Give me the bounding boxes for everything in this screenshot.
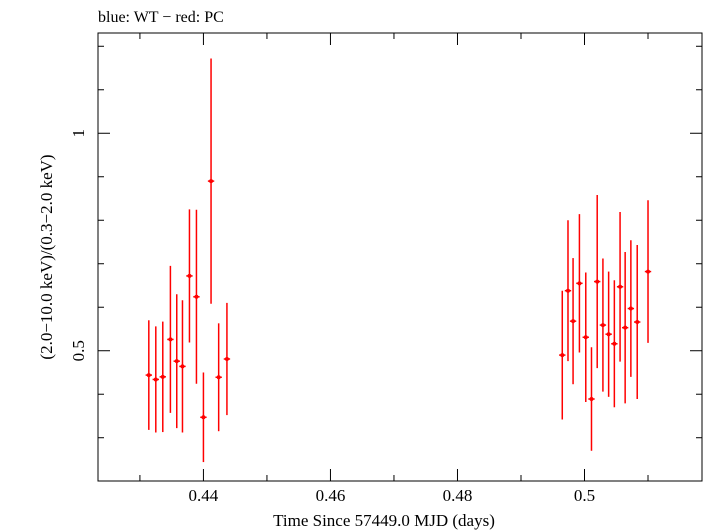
point-marker <box>180 364 185 369</box>
axis-tick-labels: 0.44 0.46 0.48 0.5 0.5 1 <box>69 129 595 505</box>
data-point <box>644 200 652 343</box>
point-marker <box>612 341 617 346</box>
point-marker <box>571 319 576 324</box>
point-marker <box>194 294 199 299</box>
point-marker <box>201 415 206 420</box>
data-point <box>193 209 200 384</box>
x-tick-label: 0.48 <box>443 486 473 505</box>
chart-title: blue: WT − red: PC <box>98 9 224 26</box>
axis-ticks <box>98 33 702 481</box>
y-tick-label: 1 <box>69 129 88 138</box>
point-marker <box>209 179 214 184</box>
point-marker <box>174 359 179 364</box>
data-point <box>594 195 601 369</box>
point-marker <box>635 320 640 325</box>
data-point <box>599 258 607 392</box>
data-point <box>576 214 583 353</box>
data-point <box>223 302 231 416</box>
point-marker <box>187 273 192 278</box>
point-marker <box>565 288 570 293</box>
point-marker <box>153 377 158 382</box>
data-point <box>179 300 186 433</box>
data-point <box>605 271 612 397</box>
point-marker <box>168 337 173 342</box>
x-axis-label: Time Since 57449.0 MJD (days) <box>273 511 495 530</box>
data-point <box>569 258 577 385</box>
data-point <box>621 251 629 404</box>
data-point <box>167 265 174 413</box>
point-marker <box>577 281 582 286</box>
plot-frame <box>97 32 703 482</box>
point-marker <box>146 373 151 378</box>
x-tick-label: 0.5 <box>574 486 595 505</box>
point-marker <box>216 375 221 380</box>
point-marker <box>646 269 651 274</box>
data-point <box>186 209 193 343</box>
x-tick-label: 0.46 <box>316 486 346 505</box>
data-point <box>200 372 207 463</box>
point-marker <box>224 356 229 361</box>
point-marker <box>628 306 633 311</box>
data-point <box>152 326 159 433</box>
point-marker <box>600 323 605 328</box>
data-point <box>145 320 152 430</box>
data-point <box>559 290 566 420</box>
data-point <box>159 321 166 433</box>
data-point <box>634 245 641 400</box>
y-tick-label: 0.5 <box>69 340 88 361</box>
data-point <box>616 211 624 362</box>
data-point <box>627 240 635 377</box>
data-point <box>611 280 618 408</box>
data-point <box>588 347 595 451</box>
point-marker <box>560 353 565 358</box>
data-point <box>582 272 589 403</box>
point-marker <box>606 332 611 337</box>
data-point <box>564 220 572 362</box>
point-marker <box>160 374 165 379</box>
data-point <box>173 294 180 429</box>
data-point <box>207 58 215 304</box>
y-axis-label: (2.0−10.0 keV)/(0.3−2.0 keV) <box>37 154 56 359</box>
point-marker <box>623 325 628 330</box>
point-marker <box>583 335 588 340</box>
point-marker <box>618 284 623 289</box>
data-point <box>215 323 222 432</box>
data-points <box>145 58 652 463</box>
x-tick-label: 0.44 <box>189 486 219 505</box>
point-marker <box>589 397 594 402</box>
point-marker <box>595 279 600 284</box>
